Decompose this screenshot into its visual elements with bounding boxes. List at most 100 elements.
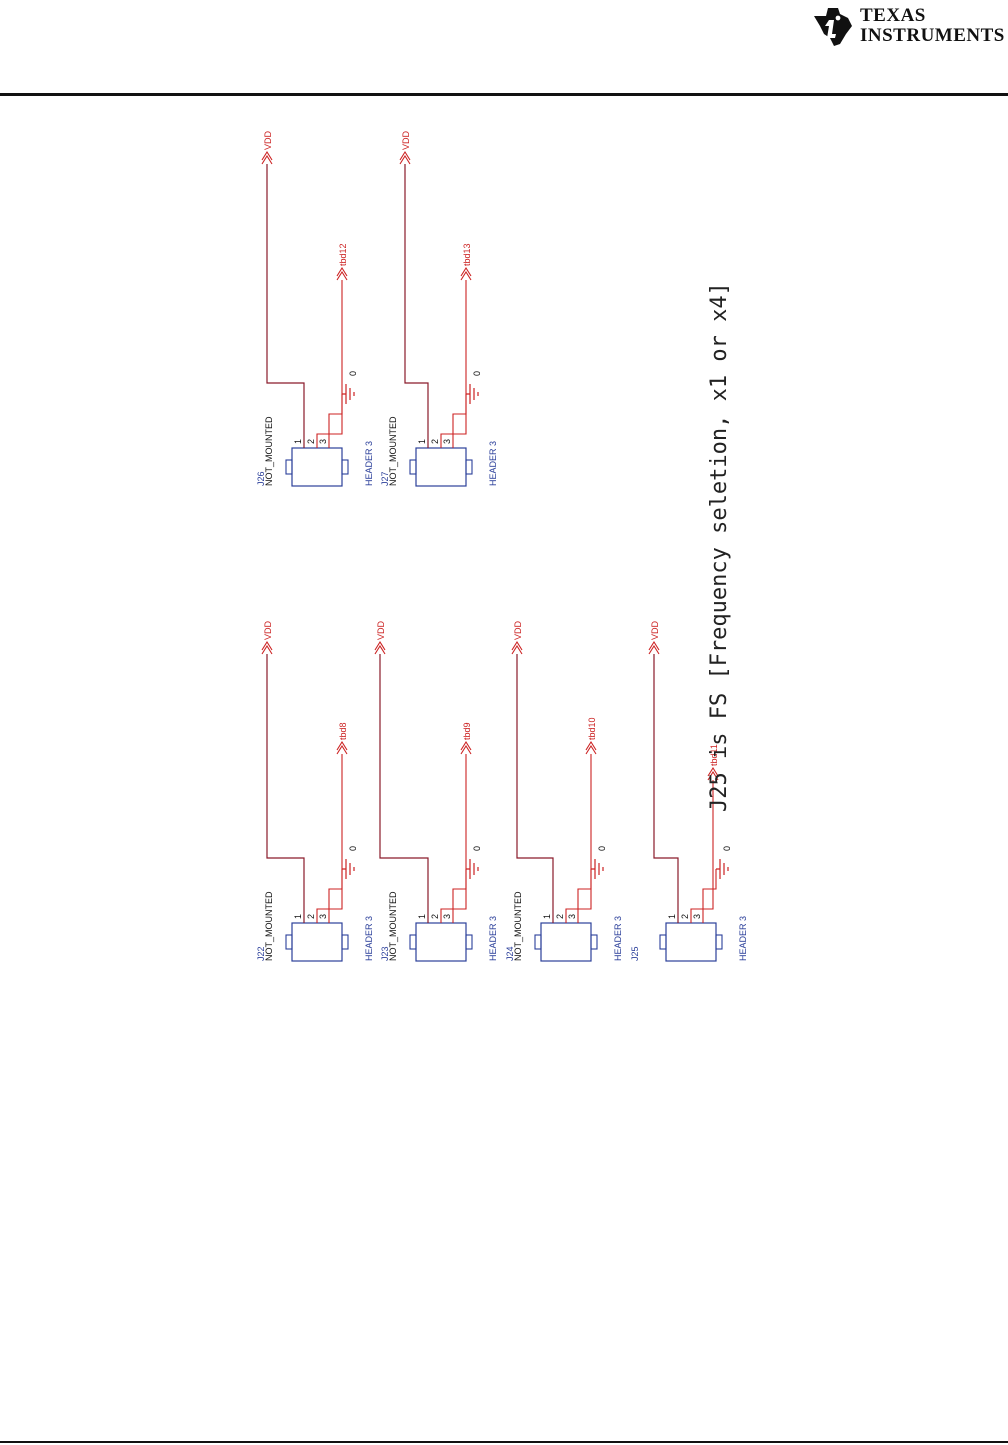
footer-rule (0, 1441, 1008, 1443)
pin-number: 3 (442, 914, 452, 919)
signal-port-icon (460, 740, 472, 755)
pin-number: 1 (667, 914, 677, 919)
part-name: HEADER 3 (488, 441, 498, 486)
connector-j26 (261, 150, 355, 487)
header-tab-right (590, 934, 598, 950)
header-rule (0, 93, 1008, 96)
ground-icon (591, 859, 604, 879)
pin-number: 3 (692, 914, 702, 919)
signal-wire (690, 780, 714, 923)
vdd-wire (516, 654, 554, 923)
header-tab-left (409, 934, 417, 950)
signal-port-icon (336, 740, 348, 755)
part-name: HEADER 3 (613, 916, 623, 961)
part-name: HEADER 3 (364, 916, 374, 961)
ref-designator: J23 (380, 946, 390, 961)
vdd-label: VDD (263, 130, 273, 150)
header-tab-left (659, 934, 667, 950)
mount-status: NOT_MOUNTED (264, 891, 274, 961)
header-tab-left (409, 459, 417, 475)
connector-j25 (648, 640, 729, 962)
ground-label: 0 (348, 371, 358, 376)
header-tab-right (465, 934, 473, 950)
ref-designator: J24 (505, 946, 515, 961)
pin-number: 2 (430, 914, 440, 919)
pin-number: 2 (306, 914, 316, 919)
header-tab-right (341, 459, 349, 475)
part-name: HEADER 3 (364, 441, 374, 486)
pin-number: 3 (567, 914, 577, 919)
vdd-wire (266, 654, 305, 923)
ground-wire (577, 869, 592, 923)
brand-line-2: Instruments (860, 25, 1005, 46)
pin-number: 3 (318, 914, 328, 919)
header-body (665, 922, 717, 962)
ground-icon (466, 384, 479, 404)
vdd-port-icon (261, 640, 273, 655)
ref-designator: J22 (256, 946, 266, 961)
ti-logo: Texas Instruments (812, 4, 1005, 48)
pin-number: 2 (680, 914, 690, 919)
ground-icon (342, 859, 355, 879)
ground-icon (466, 859, 479, 879)
pin-number: 1 (542, 914, 552, 919)
vdd-port-icon (648, 640, 660, 655)
vdd-label: VDD (401, 130, 411, 150)
vdd-port-icon (399, 150, 411, 165)
signal-port-icon (336, 266, 348, 281)
vdd-wire (404, 164, 429, 448)
ground-label: 0 (472, 846, 482, 851)
ground-wire (328, 869, 343, 923)
connector-j22 (261, 640, 355, 962)
header-tab-right (465, 459, 473, 475)
header-tab-left (285, 459, 293, 475)
mount-status: NOT_MOUNTED (513, 891, 523, 961)
ground-label: 0 (472, 371, 482, 376)
pin-number: 1 (417, 439, 427, 444)
signal-label: tbd10 (587, 717, 597, 740)
pin-number: 2 (306, 439, 316, 444)
ground-wire (452, 394, 467, 448)
ground-icon (342, 384, 355, 404)
vdd-port-icon (511, 640, 523, 655)
header-body (415, 447, 467, 487)
vdd-wire (379, 654, 429, 923)
connector-j24 (511, 640, 604, 962)
header-tab-left (534, 934, 542, 950)
vdd-label: VDD (263, 620, 273, 640)
ti-state-logo-icon (814, 8, 852, 46)
ground-label: 0 (597, 846, 607, 851)
header-body (540, 922, 592, 962)
mount-status: NOT_MOUNTED (388, 891, 398, 961)
vdd-label: VDD (513, 620, 523, 640)
header-body (415, 922, 467, 962)
vdd-wire (266, 164, 305, 448)
ground-wire (328, 394, 343, 448)
signal-port-icon (585, 740, 597, 755)
signal-port-icon (460, 266, 472, 281)
brand-line-1: Texas (860, 5, 926, 26)
ref-designator: J25 (630, 946, 640, 961)
pin-number: 1 (293, 439, 303, 444)
signal-label: tbd13 (462, 243, 472, 266)
vdd-port-icon (261, 150, 273, 165)
frequency-note: J25 is FS [Frequency seletion, x1 or x4] (707, 282, 732, 812)
part-name: HEADER 3 (738, 916, 748, 961)
pin-number: 1 (417, 914, 427, 919)
header-tab-left (285, 934, 293, 950)
ground-wire (452, 869, 467, 923)
vdd-port-icon (374, 640, 386, 655)
mount-status: NOT_MOUNTED (388, 416, 398, 486)
ground-label: 0 (348, 846, 358, 851)
signal-port-icon (707, 766, 719, 781)
ref-designator: J26 (256, 471, 266, 486)
vdd-wire (653, 654, 679, 923)
pin-number: 2 (555, 914, 565, 919)
signal-label: tbd11 (709, 744, 719, 766)
pin-number: 1 (293, 914, 303, 919)
pin-number: 3 (442, 439, 452, 444)
vdd-label: VDD (650, 620, 660, 640)
pin-number: 2 (430, 439, 440, 444)
signal-label: tbd12 (338, 243, 348, 266)
